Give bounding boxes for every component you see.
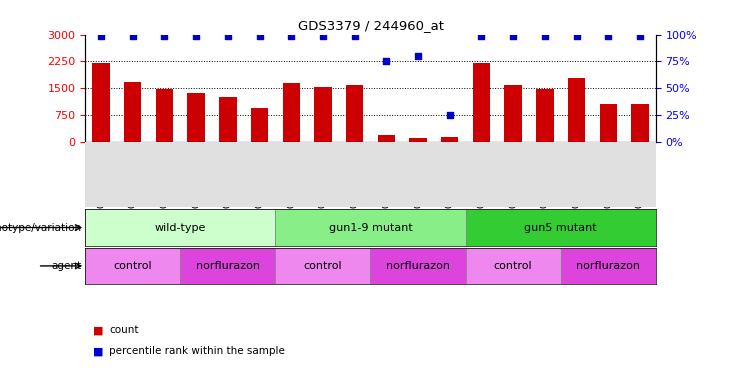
Bar: [276, 209, 465, 246]
Bar: [465, 209, 656, 246]
Point: [253, 33, 265, 39]
Point: [285, 33, 297, 39]
Text: norflurazon: norflurazon: [386, 261, 450, 271]
Point: [317, 33, 329, 39]
Bar: [85, 209, 276, 246]
Bar: [187, 93, 205, 142]
Bar: [473, 63, 490, 142]
Text: control: control: [113, 261, 152, 271]
Text: ■: ■: [93, 346, 103, 356]
Text: norflurazon: norflurazon: [576, 261, 640, 271]
Title: GDS3379 / 244960_at: GDS3379 / 244960_at: [297, 19, 444, 32]
Text: percentile rank within the sample: percentile rank within the sample: [109, 346, 285, 356]
Bar: [282, 83, 300, 142]
Bar: [370, 248, 465, 284]
Bar: [561, 248, 656, 284]
Point: [159, 33, 170, 39]
Point: [349, 33, 361, 39]
Bar: [251, 108, 268, 142]
Bar: [314, 87, 332, 142]
Bar: [568, 78, 585, 142]
Point: [602, 33, 614, 39]
Bar: [219, 96, 236, 142]
Text: genotype/variation: genotype/variation: [0, 222, 82, 233]
Text: gun5 mutant: gun5 mutant: [525, 222, 597, 233]
Text: ■: ■: [93, 325, 103, 335]
Bar: [631, 104, 648, 142]
Point: [539, 33, 551, 39]
Bar: [124, 82, 142, 142]
Point: [634, 33, 646, 39]
Point: [444, 112, 456, 118]
Bar: [505, 86, 522, 142]
Point: [476, 33, 488, 39]
Text: gun1-9 mutant: gun1-9 mutant: [328, 222, 413, 233]
Bar: [465, 248, 561, 284]
Point: [412, 53, 424, 59]
Point: [380, 58, 392, 65]
Bar: [536, 89, 554, 142]
Text: agent: agent: [51, 261, 82, 271]
Bar: [346, 85, 363, 142]
Bar: [378, 135, 395, 142]
Bar: [93, 63, 110, 142]
Text: norflurazon: norflurazon: [196, 261, 260, 271]
Bar: [180, 248, 276, 284]
Point: [127, 33, 139, 39]
Point: [571, 33, 582, 39]
Bar: [441, 137, 459, 142]
Bar: [85, 248, 180, 284]
Text: control: control: [494, 261, 533, 271]
Text: control: control: [304, 261, 342, 271]
Bar: [156, 89, 173, 142]
Bar: [276, 248, 370, 284]
Point: [507, 33, 519, 39]
Bar: [409, 139, 427, 142]
Text: count: count: [109, 325, 139, 335]
Point: [190, 33, 202, 39]
Point: [222, 33, 233, 39]
Text: wild-type: wild-type: [155, 222, 206, 233]
Point: [95, 33, 107, 39]
Bar: [599, 104, 617, 142]
